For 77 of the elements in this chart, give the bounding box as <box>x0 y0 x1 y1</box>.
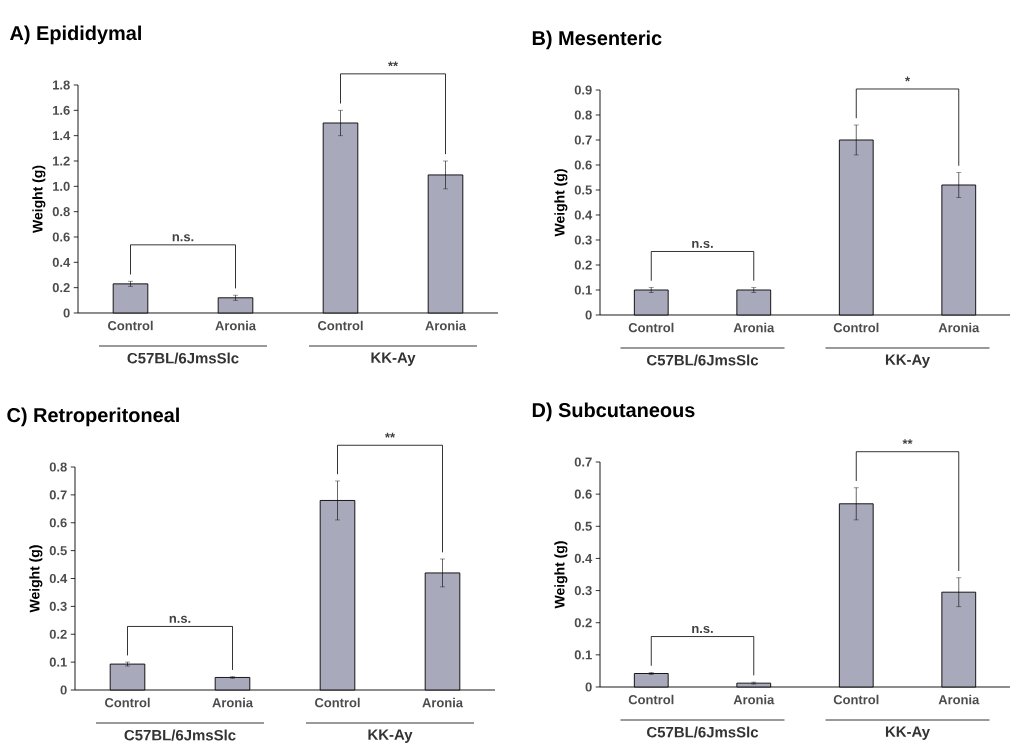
x-tick-label: Aronia <box>733 694 775 705</box>
text: C57BL/6JmsSlc <box>124 729 236 741</box>
y-tick-label: 0 <box>60 685 67 695</box>
y-tick-label: 1.2 <box>53 156 70 166</box>
x-tick-label: Control <box>315 697 360 708</box>
annotation: n.s. <box>169 615 191 623</box>
y-tick-label: 0.2 <box>49 629 67 639</box>
text: KK-Ay <box>885 726 930 740</box>
x-tick-label: Control <box>833 322 879 333</box>
text: * <box>905 76 911 82</box>
y-tick-label: 0.6 <box>574 160 592 170</box>
y-tick-label: 1.6 <box>53 105 70 115</box>
y-tick-label: 0.7 <box>574 135 592 145</box>
x-tick-label: Control <box>628 694 674 705</box>
y-tick-label: 0 <box>585 310 592 320</box>
chart-title: D) Subcutaneous <box>532 402 695 422</box>
x-tick-label: Aronia <box>938 322 980 333</box>
chart-title: B) Mesenteric <box>532 30 662 50</box>
y-tick-label: 0.3 <box>574 235 592 245</box>
y-tick-label: 0.5 <box>49 546 67 556</box>
x-tick-label: Control <box>833 694 879 705</box>
annotation: n.s. <box>692 625 713 634</box>
x-tick-label: Control <box>105 697 150 708</box>
y-tick-label: 0.4 <box>49 573 68 584</box>
y-tick-label: 0.8 <box>574 110 592 120</box>
y-tick-label: 0.2 <box>574 260 592 270</box>
x-tick-label: Control <box>318 320 363 331</box>
y-tick-label: 0 <box>63 308 70 318</box>
y-axis-title: Weight (g) <box>29 545 43 613</box>
y-tick-label: 0.1 <box>574 285 592 295</box>
annotation: n.s. <box>172 234 194 242</box>
y-tick-label: 0.3 <box>49 601 67 611</box>
text: ** <box>384 432 396 438</box>
y-tick-label: 0.1 <box>574 650 592 660</box>
y-axis-title: Weight (g) <box>554 541 568 609</box>
y-tick-label: 0.7 <box>574 457 592 467</box>
x-tick-label: Aronia <box>212 697 254 708</box>
text: KK-Ay <box>371 352 416 366</box>
y-tick-label: 0.7 <box>49 490 67 500</box>
text: ** <box>902 439 913 445</box>
y-tick-label: 1.8 <box>53 80 70 90</box>
text: KK-Ay <box>368 729 413 743</box>
y-tick-label: 0 <box>585 682 592 692</box>
text: KK-Ay <box>885 354 930 368</box>
y-tick-label: 0.5 <box>574 185 592 195</box>
y-axis-title: Weight (g) <box>32 165 46 233</box>
y-tick-label: 0.4 <box>574 210 593 220</box>
x-tick-label: Control <box>108 320 153 331</box>
y-tick-label: 1.0 <box>53 181 70 191</box>
y-tick-label: 1.4 <box>53 131 71 141</box>
text: C57BL/6JmsSlc <box>647 354 759 366</box>
y-tick-label: 0.4 <box>574 553 593 564</box>
x-tick-label: Aronia <box>733 322 775 333</box>
annotation: n.s. <box>692 240 713 248</box>
y-tick-label: 0.8 <box>49 462 67 472</box>
text: C57BL/6JmsSlc <box>647 726 759 738</box>
y-axis-title: Weight (g) <box>554 169 568 237</box>
y-tick-label: 0.4 <box>52 257 71 267</box>
y-tick-label: 0.1 <box>49 657 67 667</box>
x-tick-label: Aronia <box>938 694 980 705</box>
y-tick-label: 0.6 <box>49 518 67 528</box>
y-tick-label: 0.2 <box>574 618 592 628</box>
y-tick-label: 0.3 <box>574 585 592 596</box>
text: C57BL/6JmsSlc <box>127 352 239 364</box>
x-tick-label: Aronia <box>425 320 467 331</box>
y-tick-label: 0.9 <box>574 85 592 95</box>
text: ** <box>387 61 399 67</box>
x-tick-label: Aronia <box>215 320 257 331</box>
x-tick-label: Control <box>628 322 674 333</box>
chart-title: C) Retroperitoneal <box>7 407 179 427</box>
x-tick-label: Aronia <box>422 697 464 708</box>
chart-title: A) Epididymal <box>10 25 141 45</box>
y-tick-label: 0.2 <box>52 283 70 293</box>
y-tick-label: 0.6 <box>52 232 70 242</box>
y-tick-label: 0.6 <box>574 489 592 499</box>
y-tick-label: 0.5 <box>574 521 592 531</box>
y-tick-label: 0.8 <box>52 207 70 217</box>
